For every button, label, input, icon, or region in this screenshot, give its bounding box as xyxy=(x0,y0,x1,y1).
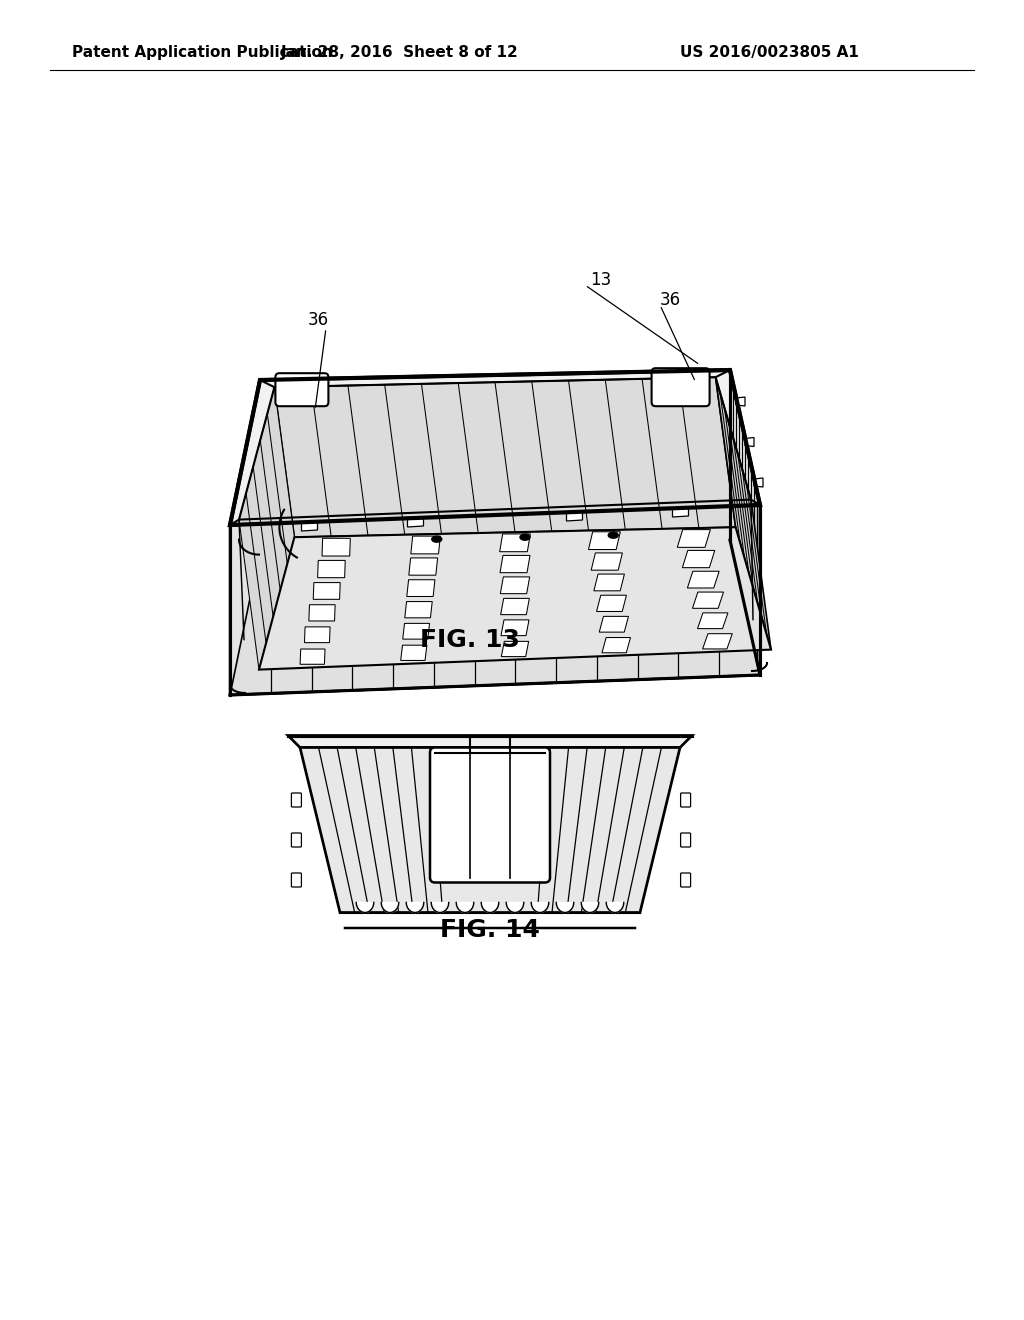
Polygon shape xyxy=(407,903,424,912)
FancyBboxPatch shape xyxy=(292,873,301,887)
Polygon shape xyxy=(677,529,711,548)
Text: US 2016/0023805 A1: US 2016/0023805 A1 xyxy=(680,45,859,59)
Polygon shape xyxy=(506,903,523,912)
Polygon shape xyxy=(300,649,325,664)
Polygon shape xyxy=(745,437,754,446)
FancyBboxPatch shape xyxy=(681,873,690,887)
Polygon shape xyxy=(556,903,573,912)
Polygon shape xyxy=(230,506,760,675)
Polygon shape xyxy=(304,627,330,643)
Polygon shape xyxy=(606,903,624,912)
Text: 36: 36 xyxy=(307,312,329,329)
Polygon shape xyxy=(274,378,735,537)
Polygon shape xyxy=(589,532,621,549)
Text: 13: 13 xyxy=(590,271,611,289)
Polygon shape xyxy=(230,370,760,525)
Polygon shape xyxy=(230,540,760,696)
Polygon shape xyxy=(730,370,760,655)
Polygon shape xyxy=(682,550,715,568)
Text: FIG. 14: FIG. 14 xyxy=(440,917,540,942)
Polygon shape xyxy=(697,612,728,628)
Polygon shape xyxy=(381,903,398,912)
Polygon shape xyxy=(230,370,760,525)
Polygon shape xyxy=(407,579,435,597)
Polygon shape xyxy=(702,634,732,649)
Polygon shape xyxy=(481,903,499,912)
Text: 36: 36 xyxy=(660,290,681,309)
Text: Patent Application Publication: Patent Application Publication xyxy=(72,45,333,59)
Polygon shape xyxy=(431,903,449,912)
FancyBboxPatch shape xyxy=(430,747,550,883)
Polygon shape xyxy=(500,535,530,552)
Polygon shape xyxy=(309,605,335,620)
Polygon shape xyxy=(500,556,530,573)
Polygon shape xyxy=(408,517,424,527)
Polygon shape xyxy=(501,577,529,594)
Polygon shape xyxy=(313,582,340,599)
Polygon shape xyxy=(239,387,295,669)
Polygon shape xyxy=(288,735,692,747)
Polygon shape xyxy=(716,378,771,649)
Polygon shape xyxy=(687,572,719,587)
Polygon shape xyxy=(754,478,763,487)
Polygon shape xyxy=(259,527,771,669)
Polygon shape xyxy=(239,387,295,669)
Polygon shape xyxy=(411,536,440,554)
FancyBboxPatch shape xyxy=(681,793,690,807)
FancyBboxPatch shape xyxy=(681,833,690,847)
Ellipse shape xyxy=(432,536,441,543)
Polygon shape xyxy=(582,903,599,912)
Polygon shape xyxy=(599,616,629,632)
Polygon shape xyxy=(230,380,260,696)
Polygon shape xyxy=(531,903,549,912)
Polygon shape xyxy=(259,527,771,669)
Polygon shape xyxy=(501,598,529,615)
Polygon shape xyxy=(301,521,317,531)
Polygon shape xyxy=(602,638,631,653)
Polygon shape xyxy=(317,561,345,578)
Polygon shape xyxy=(300,747,680,912)
Polygon shape xyxy=(457,903,474,912)
Polygon shape xyxy=(736,397,745,407)
FancyBboxPatch shape xyxy=(292,793,301,807)
Polygon shape xyxy=(230,506,760,696)
FancyBboxPatch shape xyxy=(292,833,301,847)
Polygon shape xyxy=(404,602,432,618)
Polygon shape xyxy=(400,645,427,660)
Polygon shape xyxy=(594,574,625,591)
Polygon shape xyxy=(673,507,688,517)
Polygon shape xyxy=(730,370,760,675)
Polygon shape xyxy=(322,539,350,556)
Ellipse shape xyxy=(520,535,530,540)
Text: Jan. 28, 2016  Sheet 8 of 12: Jan. 28, 2016 Sheet 8 of 12 xyxy=(282,45,519,59)
Polygon shape xyxy=(274,378,735,537)
Ellipse shape xyxy=(608,532,618,539)
Polygon shape xyxy=(692,593,724,609)
Polygon shape xyxy=(501,620,529,636)
Polygon shape xyxy=(402,623,429,639)
FancyBboxPatch shape xyxy=(651,368,710,407)
Polygon shape xyxy=(591,553,623,570)
Polygon shape xyxy=(597,595,627,611)
Text: FIG. 13: FIG. 13 xyxy=(420,628,520,652)
Polygon shape xyxy=(502,642,528,656)
Polygon shape xyxy=(356,903,374,912)
Polygon shape xyxy=(409,558,437,576)
FancyBboxPatch shape xyxy=(275,374,329,407)
Polygon shape xyxy=(566,511,583,521)
